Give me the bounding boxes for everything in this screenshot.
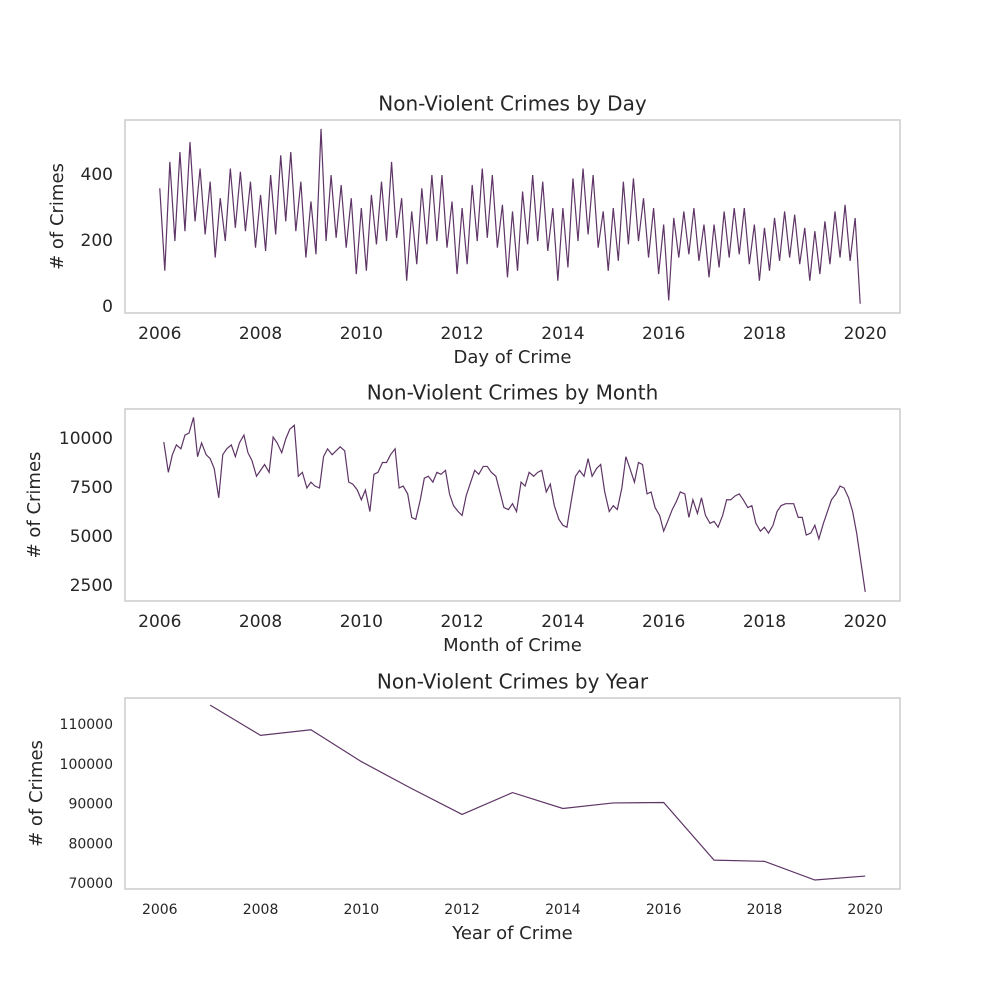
x-tick-label: 2014 <box>545 902 581 918</box>
data-line <box>209 704 866 881</box>
x-tick-label: 2006 <box>138 324 181 344</box>
plot-frame <box>124 697 901 890</box>
plot-frame <box>124 408 901 602</box>
x-tick-label: 2016 <box>646 902 682 918</box>
x-axis-label: Year of Crime <box>451 923 572 944</box>
x-tick-label: 2020 <box>844 612 887 632</box>
plot-frame <box>124 119 901 314</box>
x-tick-label: 2018 <box>747 902 783 918</box>
x-tick-label: 2006 <box>138 612 181 632</box>
x-tick-label: 2020 <box>847 902 883 918</box>
y-tick-label: 2500 <box>70 576 113 596</box>
data-line <box>159 128 861 304</box>
x-tick-label: 2014 <box>541 324 584 344</box>
y-tick-label: 90000 <box>68 797 113 813</box>
y-tick-label: 0 <box>102 297 113 317</box>
y-tick-label: 70000 <box>68 876 113 892</box>
y-tick-label: 100000 <box>60 757 113 773</box>
chart-title: Non-Violent Crimes by Month <box>367 381 659 405</box>
x-tick-label: 2010 <box>340 324 383 344</box>
x-tick-label: 2010 <box>344 902 380 918</box>
x-axis-label: Day of Crime <box>454 347 572 368</box>
y-tick-label: 5000 <box>70 527 113 547</box>
x-tick-label: 2012 <box>444 902 480 918</box>
data-line <box>163 417 866 592</box>
y-axis-label: # of Crimes <box>24 452 45 559</box>
chart-title: Non-Violent Crimes by Day <box>378 92 647 116</box>
x-tick-label: 2008 <box>239 612 282 632</box>
x-tick-label: 2012 <box>440 612 483 632</box>
y-tick-label: 7500 <box>70 478 113 498</box>
y-axis-label: # of Crimes <box>47 163 68 270</box>
y-tick-label: 10000 <box>59 429 113 449</box>
x-tick-label: 2006 <box>142 902 178 918</box>
x-tick-label: 2018 <box>743 324 786 344</box>
y-tick-label: 80000 <box>68 836 113 852</box>
x-tick-label: 2016 <box>642 612 685 632</box>
y-tick-label: 110000 <box>60 717 113 733</box>
x-tick-label: 2008 <box>239 324 282 344</box>
x-tick-label: 2014 <box>541 612 584 632</box>
x-tick-label: 2008 <box>243 902 279 918</box>
x-tick-label: 2018 <box>743 612 786 632</box>
x-tick-label: 2020 <box>844 324 887 344</box>
y-axis-label: # of Crimes <box>26 740 47 847</box>
x-tick-label: 2010 <box>340 612 383 632</box>
x-axis-label: Month of Crime <box>443 635 582 656</box>
chart-title: Non-Violent Crimes by Year <box>377 670 649 694</box>
y-tick-label: 400 <box>81 165 113 185</box>
y-tick-label: 200 <box>81 231 113 251</box>
x-tick-label: 2016 <box>642 324 685 344</box>
x-tick-label: 2012 <box>440 324 483 344</box>
